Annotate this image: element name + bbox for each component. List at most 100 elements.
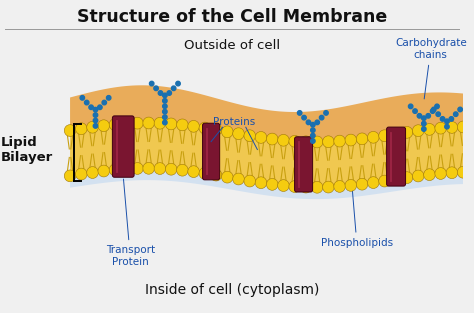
Circle shape <box>454 112 458 116</box>
Circle shape <box>93 124 98 128</box>
Circle shape <box>165 163 177 175</box>
Circle shape <box>306 120 310 125</box>
Circle shape <box>417 114 422 118</box>
Circle shape <box>89 105 93 110</box>
Text: Transport
Protein: Transport Protein <box>106 179 155 267</box>
Circle shape <box>457 121 469 133</box>
Circle shape <box>87 167 98 178</box>
Circle shape <box>177 164 188 176</box>
Circle shape <box>163 99 167 103</box>
Circle shape <box>199 122 210 134</box>
Text: Proteins: Proteins <box>213 117 255 127</box>
Circle shape <box>446 167 458 179</box>
Circle shape <box>435 122 447 134</box>
Circle shape <box>311 136 323 148</box>
Circle shape <box>93 113 98 117</box>
Circle shape <box>311 181 323 193</box>
Circle shape <box>436 112 440 116</box>
Text: Inside of cell (cytoplasm): Inside of cell (cytoplasm) <box>145 283 319 297</box>
Circle shape <box>356 133 368 145</box>
Circle shape <box>440 117 445 121</box>
Circle shape <box>143 117 155 129</box>
Circle shape <box>302 115 306 120</box>
Circle shape <box>289 181 301 192</box>
Circle shape <box>233 128 244 140</box>
Circle shape <box>163 104 167 109</box>
Circle shape <box>324 111 328 115</box>
Circle shape <box>255 177 267 189</box>
Circle shape <box>132 162 143 174</box>
Circle shape <box>188 166 200 177</box>
Circle shape <box>334 181 346 192</box>
Circle shape <box>413 109 417 113</box>
Circle shape <box>87 121 98 133</box>
Circle shape <box>379 130 390 141</box>
Circle shape <box>458 107 462 112</box>
FancyBboxPatch shape <box>202 123 219 180</box>
Circle shape <box>334 135 346 147</box>
Circle shape <box>244 175 255 187</box>
Circle shape <box>310 139 315 143</box>
Circle shape <box>93 107 98 112</box>
Circle shape <box>199 167 210 179</box>
Circle shape <box>109 119 121 131</box>
Circle shape <box>93 118 98 123</box>
Circle shape <box>457 166 469 178</box>
Circle shape <box>300 181 312 193</box>
Circle shape <box>421 116 426 121</box>
Circle shape <box>188 121 200 132</box>
Circle shape <box>319 115 324 120</box>
Circle shape <box>255 131 267 143</box>
Circle shape <box>315 120 319 125</box>
Circle shape <box>323 136 334 148</box>
Circle shape <box>163 120 167 125</box>
Circle shape <box>84 100 89 105</box>
Circle shape <box>435 167 447 179</box>
FancyBboxPatch shape <box>294 137 313 192</box>
Polygon shape <box>70 85 463 142</box>
Circle shape <box>379 175 390 187</box>
Circle shape <box>431 107 436 112</box>
Circle shape <box>345 134 356 146</box>
Circle shape <box>244 130 255 141</box>
Circle shape <box>323 181 334 193</box>
Circle shape <box>210 169 222 181</box>
Circle shape <box>421 121 426 126</box>
Text: Phospholipids: Phospholipids <box>321 190 393 248</box>
Circle shape <box>221 126 233 138</box>
Circle shape <box>356 178 368 190</box>
Circle shape <box>446 121 458 133</box>
Circle shape <box>163 115 167 119</box>
Circle shape <box>449 117 454 121</box>
Circle shape <box>278 180 289 192</box>
Circle shape <box>310 128 315 132</box>
Circle shape <box>154 86 158 90</box>
Circle shape <box>98 120 109 131</box>
Circle shape <box>132 117 143 129</box>
Circle shape <box>367 131 379 143</box>
Circle shape <box>435 104 439 109</box>
Circle shape <box>412 125 424 136</box>
Polygon shape <box>70 123 463 187</box>
Circle shape <box>409 104 413 109</box>
Circle shape <box>177 119 188 131</box>
Circle shape <box>154 117 166 129</box>
Circle shape <box>158 91 163 95</box>
Circle shape <box>98 165 109 177</box>
Polygon shape <box>70 168 463 199</box>
FancyBboxPatch shape <box>387 127 406 186</box>
Circle shape <box>176 81 180 86</box>
Circle shape <box>75 168 87 180</box>
Circle shape <box>412 170 424 182</box>
Circle shape <box>64 170 76 182</box>
Circle shape <box>367 177 379 188</box>
Circle shape <box>210 124 222 136</box>
Circle shape <box>120 163 132 175</box>
Circle shape <box>266 178 278 190</box>
Circle shape <box>426 114 430 118</box>
FancyBboxPatch shape <box>112 116 134 177</box>
Circle shape <box>107 95 111 100</box>
Circle shape <box>278 134 289 146</box>
Text: Structure of the Cell Membrane: Structure of the Cell Membrane <box>77 8 387 26</box>
Circle shape <box>102 100 107 105</box>
